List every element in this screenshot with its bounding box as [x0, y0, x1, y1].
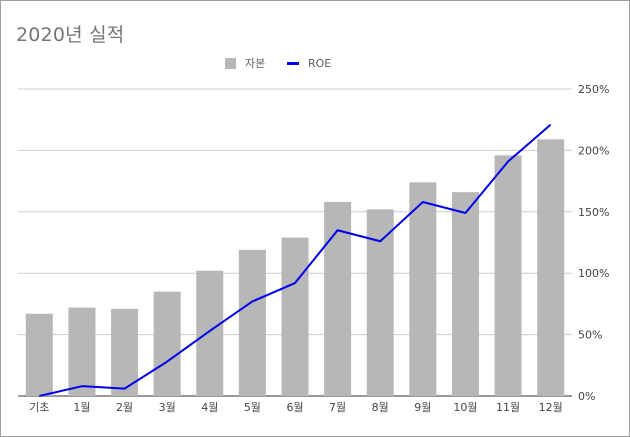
- x-tick-label: 10월: [453, 401, 477, 414]
- y-tick-label: 150%: [578, 206, 609, 219]
- y-tick-label: 100%: [578, 267, 609, 280]
- x-tick-label: 11월: [496, 401, 520, 414]
- bar-capital: [68, 307, 96, 396]
- x-tick-label: 6월: [286, 401, 303, 414]
- bar-capital: [238, 249, 266, 396]
- bar-capital: [366, 209, 394, 396]
- bar-capital: [196, 270, 224, 396]
- x-tick-label: 7월: [329, 401, 346, 414]
- y-tick-label: 250%: [578, 83, 609, 96]
- bar-capital: [494, 155, 522, 396]
- x-tick-label: 5월: [244, 401, 261, 414]
- bar-capital: [537, 139, 565, 396]
- y-tick-label: 200%: [578, 144, 609, 157]
- legend-label-capital: 자본: [245, 57, 266, 70]
- x-tick-label: 1월: [73, 401, 90, 414]
- bar-capital: [111, 308, 139, 396]
- legend-label-roe: ROE: [308, 56, 332, 70]
- chart-legend: 자본 ROE: [0, 55, 630, 71]
- bar-capital: [281, 237, 309, 396]
- x-tick-label: 2월: [116, 401, 133, 414]
- bar-capital: [25, 313, 53, 396]
- legend-item-roe[interactable]: ROE: [287, 55, 331, 71]
- bar-capital: [324, 201, 352, 396]
- y-tick-label: 50%: [578, 329, 602, 342]
- legend-item-capital[interactable]: 자본: [225, 55, 265, 71]
- bar-capital: [409, 182, 437, 396]
- bar-capital: [451, 192, 479, 396]
- x-tick-label: 기초: [29, 401, 49, 414]
- chart-title: 2020년 실적: [16, 24, 125, 46]
- x-tick-label: 12월: [539, 401, 563, 414]
- x-tick-label: 9월: [414, 401, 431, 414]
- x-tick-label: 4월: [201, 401, 218, 414]
- y-tick-label: 0%: [578, 390, 595, 403]
- bar-capital: [153, 291, 181, 396]
- legend-swatch-capital: [225, 57, 236, 69]
- x-tick-label: 8월: [372, 401, 389, 414]
- legend-swatch-roe: [287, 61, 299, 65]
- x-tick-label: 3월: [159, 401, 176, 414]
